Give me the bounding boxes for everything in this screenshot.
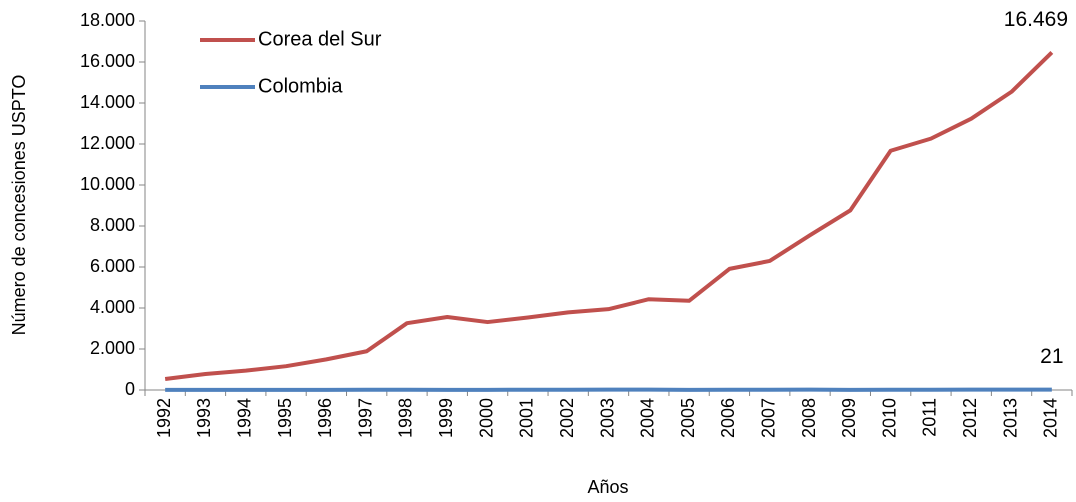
x-tick-label: 2006 — [718, 398, 738, 438]
x-tick-label: 1994 — [235, 398, 255, 438]
y-tick-label: 14.000 — [80, 92, 135, 112]
x-axis-title: Años — [587, 477, 628, 497]
y-tick-label: 6.000 — [90, 256, 135, 276]
data-label: 16.469 — [1004, 8, 1068, 31]
y-tick-label: 4.000 — [90, 297, 135, 317]
x-tick-label: 1998 — [396, 398, 416, 438]
x-tick-label: 1997 — [355, 398, 375, 438]
x-tick-label: 2013 — [1000, 398, 1020, 438]
x-tick-label: 2011 — [920, 398, 940, 437]
x-tick-label: 2012 — [960, 398, 980, 438]
legend-label: Colombia — [258, 75, 343, 97]
data-label: 21 — [1040, 345, 1063, 368]
x-tick-label: 2003 — [597, 398, 617, 438]
data-line — [164, 50, 1054, 381]
y-tick-label: 12.000 — [80, 133, 135, 153]
y-axis-title: Número de concesiones USPTO — [9, 75, 29, 336]
y-tick-label: 16.000 — [80, 51, 135, 71]
x-tick-label: 1992 — [154, 398, 174, 438]
y-tick-label: 18.000 — [80, 10, 135, 30]
x-tick-label: 2005 — [678, 398, 698, 438]
x-tick-label: 1995 — [275, 398, 295, 438]
x-tick-label: 2002 — [557, 398, 577, 438]
x-tick-label: 2014 — [1041, 398, 1061, 438]
x-tick-label: 1996 — [315, 398, 335, 438]
x-tick-label: 2007 — [758, 398, 778, 438]
x-tick-label: 2009 — [839, 398, 859, 438]
x-tick-label: 2001 — [517, 398, 537, 438]
legend-label: Corea del Sur — [258, 28, 382, 50]
x-tick-label: 2010 — [879, 398, 899, 438]
x-tick-label: 1999 — [436, 398, 456, 438]
y-tick-label: 0 — [125, 379, 135, 399]
y-tick-label: 8.000 — [90, 215, 135, 235]
x-tick-label: 2000 — [476, 398, 496, 438]
x-tick-label: 1993 — [194, 398, 214, 438]
x-tick-label: 2008 — [799, 398, 819, 438]
y-tick-label: 10.000 — [80, 174, 135, 194]
y-tick-label: 2.000 — [90, 338, 135, 358]
x-tick-label: 2004 — [638, 398, 658, 438]
